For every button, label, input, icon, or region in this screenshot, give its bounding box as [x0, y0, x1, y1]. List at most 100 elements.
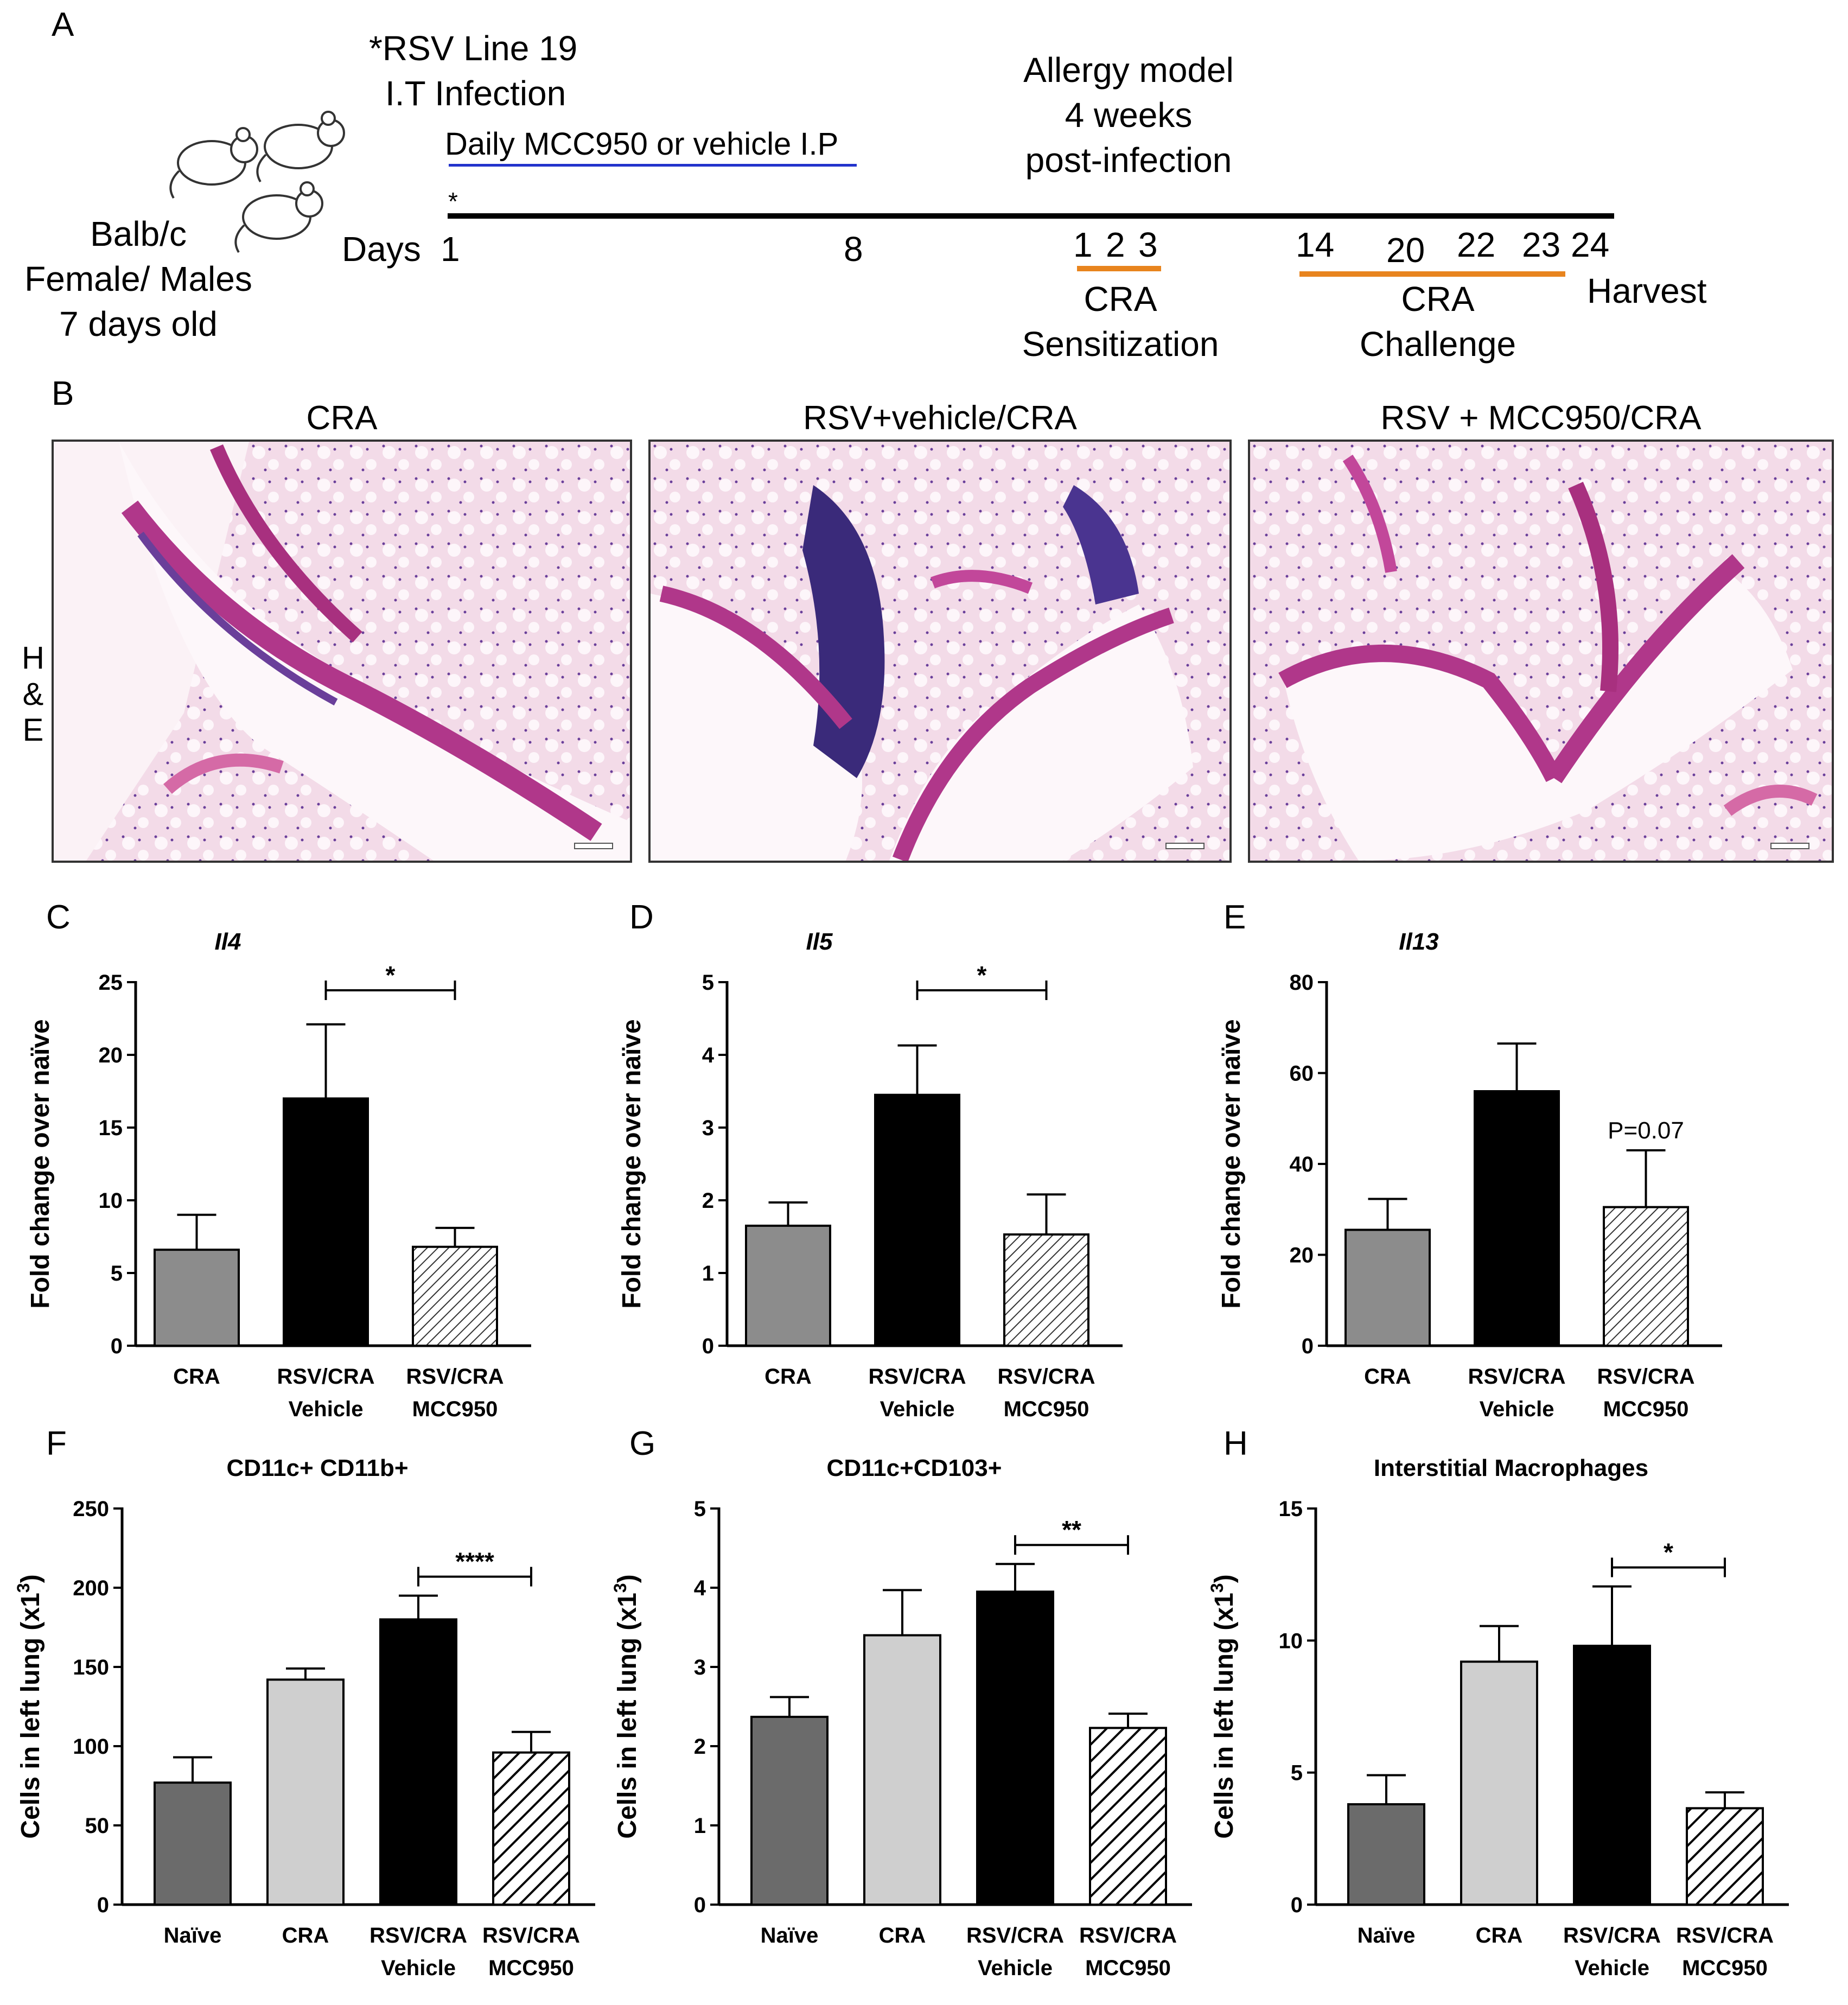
x-tick-label: RSV/CRA Vehicle	[1468, 1365, 1565, 1421]
day-tick: 3	[1138, 225, 1158, 264]
panel-letter-c: C	[46, 899, 71, 936]
infection-line-2: I.T Infection	[385, 74, 566, 113]
histology-title-cra: CRA	[306, 399, 378, 437]
bar	[1344, 1229, 1431, 1347]
x-tick-label: RSV/CRA MCC950	[482, 1924, 580, 1980]
bar	[1474, 1090, 1560, 1347]
y-axis-label: Fold change over naïve	[617, 1019, 646, 1308]
significance-label: **	[1062, 1516, 1081, 1544]
chart-cd11c-cd11b: CD11c+ CD11b+ Cells in left lung (x13) 0 50…	[14, 1455, 595, 1980]
y-axis-label: Cells in left lung (x13)	[14, 1574, 45, 1838]
y-tick-label: 1	[702, 1262, 714, 1285]
chart-il5: Il5 Fold change over naïve 0 1 2 3 4 5 CRA RSV/CR…	[617, 928, 1123, 1421]
day-tick: 2	[1106, 225, 1125, 264]
bar	[1603, 1206, 1689, 1347]
stain-label-h: H	[22, 640, 44, 676]
y-axis-label: Fold change over naïve	[26, 1019, 55, 1308]
chart-title: Interstitial Macrophages	[1374, 1455, 1648, 1481]
sensitization-bar	[1077, 266, 1161, 271]
star-marker: *	[448, 187, 458, 215]
challenge-bar	[1299, 271, 1565, 277]
bar	[976, 1590, 1054, 1906]
x-tick-label: RSV/CRA MCC950	[1676, 1924, 1774, 1980]
treatment-label: Daily MCC950 or vehicle I.P	[445, 126, 839, 162]
y-tick-label: 5	[1291, 1761, 1303, 1785]
allergy-line-2: 4 weeks	[1065, 96, 1193, 135]
y-tick-label: 1	[694, 1814, 706, 1838]
y-tick-label: 0	[694, 1893, 706, 1917]
y-axis-label: Cells in left lung (x13)	[1207, 1574, 1239, 1838]
allergy-line-1: Allergy model	[1023, 50, 1234, 90]
y-axis-label: Cells in left lung (x13)	[610, 1574, 642, 1838]
chart-title: Il13	[1399, 928, 1438, 955]
days-label: Days	[342, 230, 421, 269]
y-tick-label: 20	[99, 1043, 123, 1067]
bar	[1347, 1803, 1425, 1906]
mice-illustration	[169, 111, 345, 253]
bar	[863, 1634, 941, 1906]
mouse-strain-label: Balb/c Female/ Males 7 days old	[11, 212, 266, 347]
chart-title: CD11c+ CD11b+	[226, 1455, 408, 1481]
mouse-sex: Female/ Males	[24, 259, 252, 299]
panel-letter-g: G	[629, 1425, 656, 1462]
day-tick: 14	[1296, 225, 1335, 264]
y-tick-label: 5	[702, 971, 714, 995]
bar	[745, 1224, 831, 1347]
mouse-icon	[256, 111, 345, 183]
panel-letter-d: D	[629, 899, 654, 936]
panel-letter-e: E	[1223, 899, 1246, 936]
x-tick-label: RSV/CRA MCC950	[997, 1365, 1095, 1421]
bar	[154, 1249, 240, 1347]
y-tick-label: 80	[1290, 971, 1314, 995]
panel-letter-f: F	[46, 1425, 67, 1462]
significance-label: *	[386, 961, 396, 989]
x-tick-label: RSV/CRA MCC950	[1597, 1365, 1694, 1421]
infection-line-1: *RSV Line 19	[369, 29, 578, 68]
bar	[412, 1245, 498, 1347]
day-tick: 1	[441, 230, 460, 269]
y-tick-label: 2	[702, 1189, 714, 1213]
y-tick-label: 10	[1279, 1629, 1303, 1653]
day-tick: 8	[844, 230, 863, 269]
y-tick-label: 60	[1290, 1062, 1314, 1086]
allergy-line-3: post-infection	[1025, 141, 1232, 180]
chart-il13: Il13 Fold change over naïve 0 20 40 60 80 CRA RS…	[1217, 928, 1722, 1421]
bar	[874, 1093, 960, 1347]
y-tick-label: 0	[1302, 1334, 1314, 1358]
treatment-line	[449, 164, 857, 167]
bar	[283, 1097, 369, 1347]
histology-image-rsv-mcc950	[1248, 440, 1834, 863]
significance-label: *	[1664, 1538, 1673, 1567]
mouse-icon	[169, 127, 258, 199]
bar	[1686, 1807, 1764, 1906]
y-tick-label: 4	[702, 1043, 715, 1067]
y-tick-label: 2	[694, 1735, 706, 1759]
chart-cd11c-cd103: CD11c+CD103+ Cells in left lung (x13) 0 1 2 3…	[610, 1455, 1192, 1980]
x-tick-label: RSV/CRA Vehicle	[1563, 1924, 1661, 1980]
x-tick-label: CRA	[764, 1365, 812, 1389]
chart-title: Il4	[215, 928, 241, 955]
y-axis-label: Fold change over naïve	[1217, 1019, 1246, 1308]
y-tick-label: 15	[99, 1116, 123, 1140]
panel-letter-h: H	[1223, 1425, 1248, 1462]
significance-label: *	[977, 961, 987, 989]
y-tick-label: 0	[111, 1334, 123, 1358]
x-tick-label: RSV/CRA Vehicle	[277, 1365, 374, 1421]
sensitization-line-2: Sensitization	[1022, 324, 1219, 364]
tissue-graphic	[651, 442, 1229, 863]
y-tick-label: 3	[694, 1656, 706, 1679]
x-tick-label: Naïve	[761, 1924, 819, 1947]
infection-label: *RSV Line 19 I.T Infection	[369, 26, 577, 116]
bar	[492, 1751, 570, 1906]
tissue-graphic	[54, 442, 630, 861]
y-tick-label: 0	[1291, 1893, 1303, 1917]
y-tick-label: 3	[702, 1116, 714, 1140]
x-tick-label: CRA	[1476, 1924, 1523, 1947]
x-tick-label: CRA	[173, 1365, 220, 1389]
challenge-line-2: Challenge	[1359, 324, 1516, 364]
significance-label: ****	[455, 1548, 494, 1576]
histology-image-rsv-vehicle	[648, 440, 1232, 863]
y-tick-label: 50	[85, 1814, 110, 1838]
histology-title-rsv-mcc950: RSV + MCC950/CRA	[1380, 399, 1702, 437]
x-tick-label: CRA	[1364, 1365, 1411, 1389]
